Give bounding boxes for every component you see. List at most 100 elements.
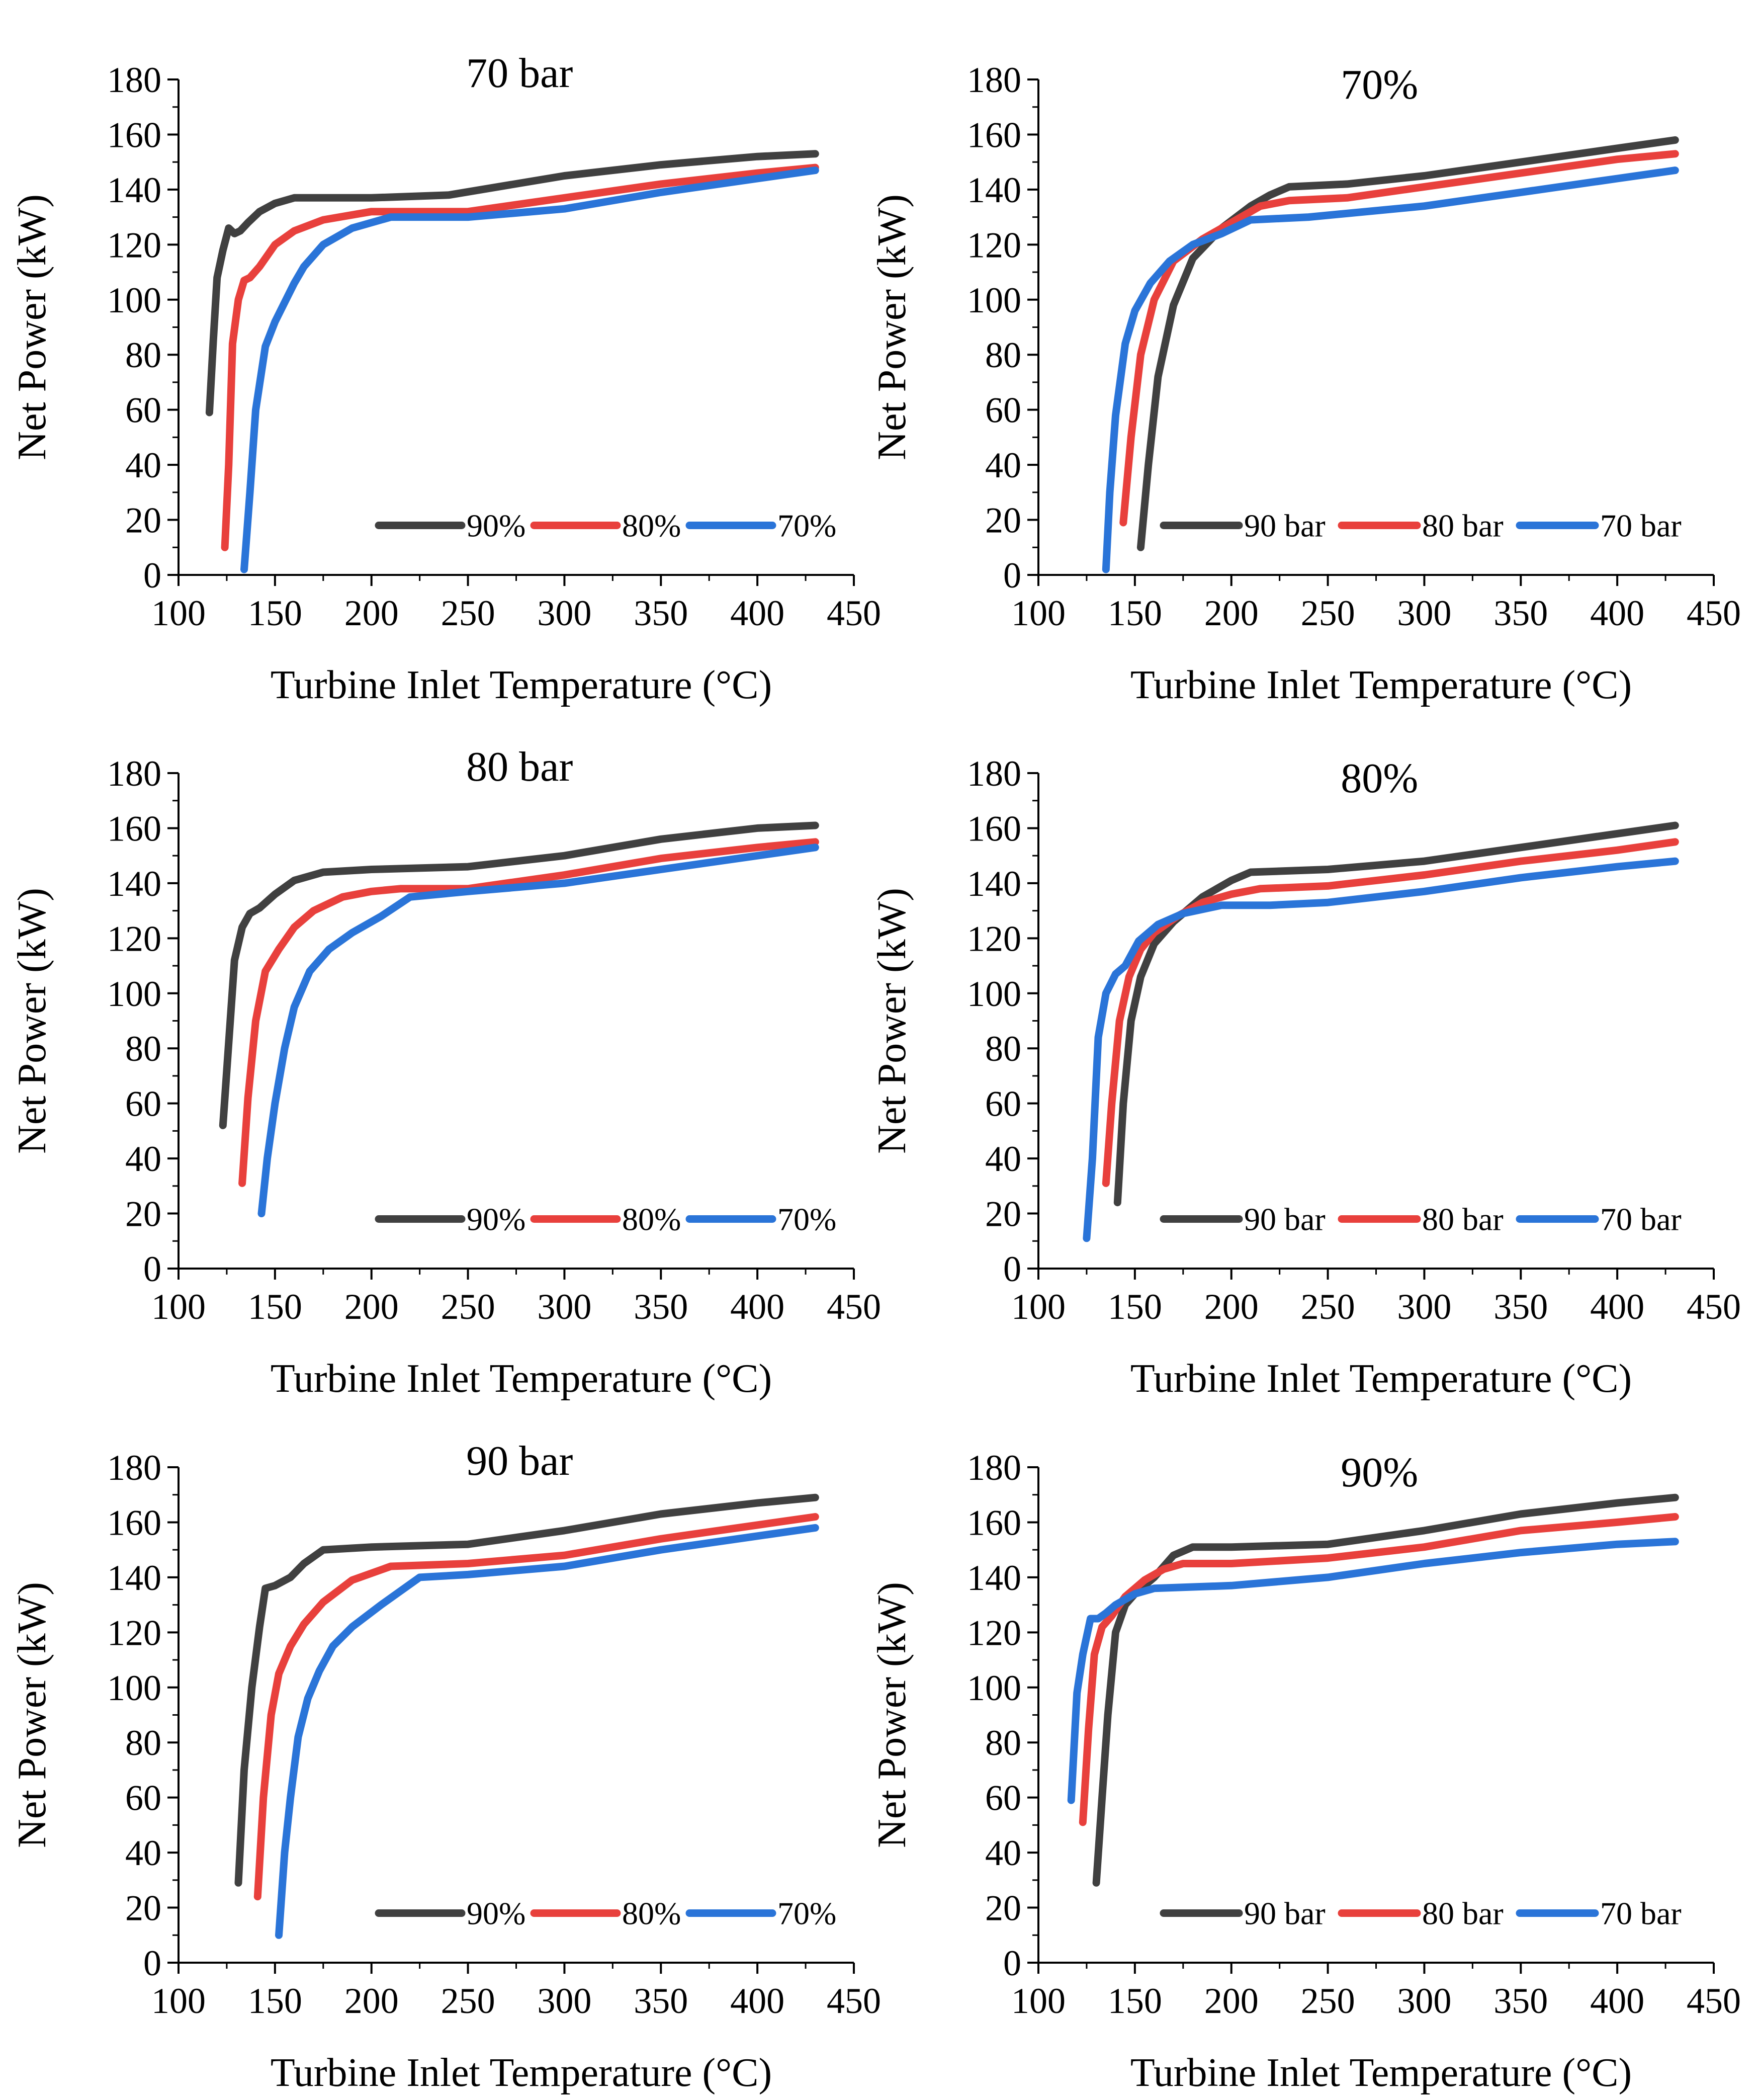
y-tick-label: 160: [107, 808, 161, 849]
legend-label-2: 80%: [622, 1202, 681, 1237]
y-tick-label: 120: [967, 225, 1021, 265]
y-tick-label: 120: [967, 918, 1021, 959]
y-tick-label: 0: [1003, 555, 1021, 596]
x-tick-label: 250: [1301, 1981, 1355, 2021]
legend-label-1: 90 bar: [1244, 1896, 1326, 1931]
panel-title: 70 bar: [466, 50, 573, 97]
x-tick-label: 150: [248, 1981, 302, 2021]
x-tick-label: 100: [1011, 1981, 1066, 2021]
x-axis-title: Turbine Inlet Temperature (°C): [271, 1357, 772, 1401]
x-tick-label: 450: [827, 1981, 881, 2021]
x-axis-title: Turbine Inlet Temperature (°C): [271, 663, 772, 707]
legend: 90 bar 80 bar 70 bar: [1160, 1202, 1682, 1237]
x-tick-label: 200: [344, 593, 399, 633]
series-line-2: [253, 1513, 819, 1901]
y-tick-label: 40: [125, 1833, 161, 1873]
panel-2: 0 20 40 60 80 100 120 140 160 180 100 150 200 250 300 3…: [870, 60, 1741, 707]
x-tick-label: 200: [344, 1287, 399, 1327]
x-tick-label: 450: [1687, 1981, 1741, 2021]
y-tick-label: 20: [125, 500, 161, 541]
y-tick-label: 0: [1003, 1249, 1021, 1289]
y-tick-label: 100: [967, 1668, 1021, 1708]
y-tick-label: 40: [985, 1139, 1021, 1179]
y-tick-label: 180: [967, 1448, 1021, 1488]
series-line-1: [234, 1493, 819, 1887]
legend-label-3: 70%: [777, 1896, 836, 1931]
y-tick-label: 140: [107, 170, 161, 210]
legend-label-2: 80 bar: [1422, 1896, 1504, 1931]
y-tick-label: 160: [107, 1502, 161, 1543]
legend-label-1: 90%: [467, 1202, 525, 1237]
legend-label-1: 90 bar: [1244, 1202, 1326, 1237]
y-tick-label: 180: [967, 753, 1021, 794]
y-tick-label: 40: [985, 1833, 1021, 1873]
x-tick-label: 250: [441, 1981, 495, 2021]
y-tick-label: 180: [107, 753, 161, 794]
x-tick-label: 400: [730, 1981, 784, 2021]
y-tick-label: 160: [107, 115, 161, 155]
x-tick-label: 300: [537, 593, 591, 633]
series-line-1: [205, 150, 819, 416]
panel-3: 0 20 40 60 80 100 120 140 160 180 100 150 200 250 300 3…: [10, 743, 881, 1401]
legend-label-3: 70%: [777, 508, 836, 544]
panel-title: 90 bar: [466, 1438, 573, 1484]
x-tick-label: 450: [827, 1287, 881, 1327]
legend: 90 bar 80 bar 70 bar: [1160, 1896, 1682, 1931]
legend: 90% 80% 70%: [375, 1202, 836, 1237]
y-tick-label: 60: [985, 1778, 1021, 1818]
x-axis-title: Turbine Inlet Temperature (°C): [1130, 663, 1632, 707]
y-tick-label: 140: [967, 170, 1021, 210]
y-tick-label: 20: [985, 1194, 1021, 1234]
series-line-3: [1083, 857, 1679, 1242]
panel-1: 0 20 40 60 80 100 120 140 160 180 100 150 200 250 300 3…: [10, 50, 881, 707]
series-line-1: [1113, 821, 1679, 1207]
x-tick-label: 200: [1204, 593, 1259, 633]
legend-label-3: 70 bar: [1600, 1896, 1682, 1931]
y-tick-label: 120: [107, 225, 161, 265]
panel-title: 90%: [1341, 1449, 1418, 1496]
y-tick-label: 0: [143, 1943, 161, 1983]
series-line-2: [221, 163, 819, 551]
y-tick-label: 0: [1003, 1943, 1021, 1983]
y-tick-label: 80: [985, 1723, 1021, 1763]
series-line-2: [238, 838, 819, 1187]
legend-label-2: 80 bar: [1422, 508, 1504, 544]
x-tick-label: 100: [151, 1287, 206, 1327]
x-tick-label: 350: [1493, 1981, 1548, 2021]
y-tick-label: 60: [125, 1084, 161, 1124]
y-tick-label: 20: [985, 1888, 1021, 1928]
y-tick-label: 80: [985, 335, 1021, 375]
x-tick-label: 250: [441, 593, 495, 633]
x-tick-label: 250: [1301, 593, 1355, 633]
x-tick-label: 450: [827, 593, 881, 633]
series-line-1: [219, 821, 819, 1129]
x-tick-label: 350: [634, 1981, 688, 2021]
legend-label-1: 90 bar: [1244, 508, 1326, 544]
y-tick-label: 60: [125, 390, 161, 431]
legend: 90 bar 80 bar 70 bar: [1160, 508, 1682, 544]
x-tick-label: 150: [248, 593, 302, 633]
legend-label-2: 80%: [622, 1896, 681, 1931]
x-tick-label: 100: [151, 1981, 206, 2021]
y-tick-label: 60: [125, 1778, 161, 1818]
series-line-3: [240, 166, 819, 573]
x-tick-label: 350: [634, 1287, 688, 1327]
panel-5: 0 20 40 60 80 100 120 140 160 180 100 150 200 250 300 3…: [10, 1438, 881, 2095]
panel-title: 80%: [1341, 755, 1418, 802]
legend-label-1: 90%: [467, 508, 525, 544]
y-axis-title: Net Power (kW): [10, 888, 54, 1154]
x-tick-label: 400: [730, 1287, 784, 1327]
legend: 90% 80% 70%: [375, 508, 836, 544]
legend-label-3: 70%: [777, 1202, 836, 1237]
y-tick-label: 60: [985, 1084, 1021, 1124]
y-tick-label: 80: [125, 1723, 161, 1763]
x-tick-label: 300: [537, 1981, 591, 2021]
y-tick-label: 180: [107, 60, 161, 100]
y-tick-label: 0: [143, 555, 161, 596]
series-line-2: [1119, 150, 1679, 527]
panel-6: 0 20 40 60 80 100 120 140 160 180 100 150 200 250 300 3…: [870, 1448, 1741, 2095]
y-tick-label: 100: [967, 280, 1021, 320]
y-tick-label: 20: [985, 500, 1021, 541]
